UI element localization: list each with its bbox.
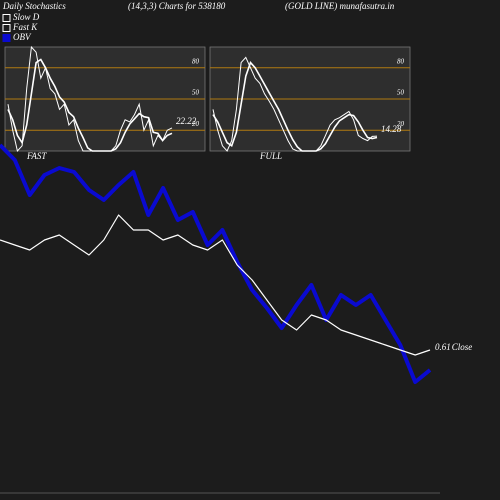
legend-swatch	[2, 14, 11, 22]
panel-title: FULL	[259, 151, 282, 161]
close-line	[0, 214, 431, 356]
y-tick-label: 80	[397, 57, 405, 65]
header-right: (GOLD LINE) munafasutra.in	[285, 1, 395, 11]
legend-swatch	[2, 34, 11, 42]
y-tick-label: 80	[192, 57, 200, 65]
last-close-label: 0.61	[435, 342, 451, 352]
legend-swatch	[2, 24, 11, 32]
stoch-line	[212, 61, 378, 152]
y-tick-label: 50	[397, 89, 405, 97]
y-tick-label: 20	[397, 120, 405, 128]
stoch-line	[212, 56, 378, 152]
stoch-line	[7, 58, 173, 152]
header-center: (14,3,3) Charts for 538180	[128, 1, 226, 11]
last-value-label: 14.28	[381, 124, 402, 134]
panel-title: FAST	[26, 151, 47, 161]
obv-line	[0, 143, 432, 384]
last-value-label: 22.22	[176, 116, 197, 126]
legend-label: Fast K	[12, 22, 38, 32]
close-label: Close	[452, 342, 473, 352]
y-tick-label: 20	[192, 120, 200, 128]
header-left: Daily Stochastics	[2, 1, 66, 11]
y-tick-label: 50	[192, 89, 200, 97]
legend-label: OBV	[13, 32, 32, 42]
legend-label: Slow D	[13, 12, 40, 22]
stoch-line	[7, 45, 173, 153]
